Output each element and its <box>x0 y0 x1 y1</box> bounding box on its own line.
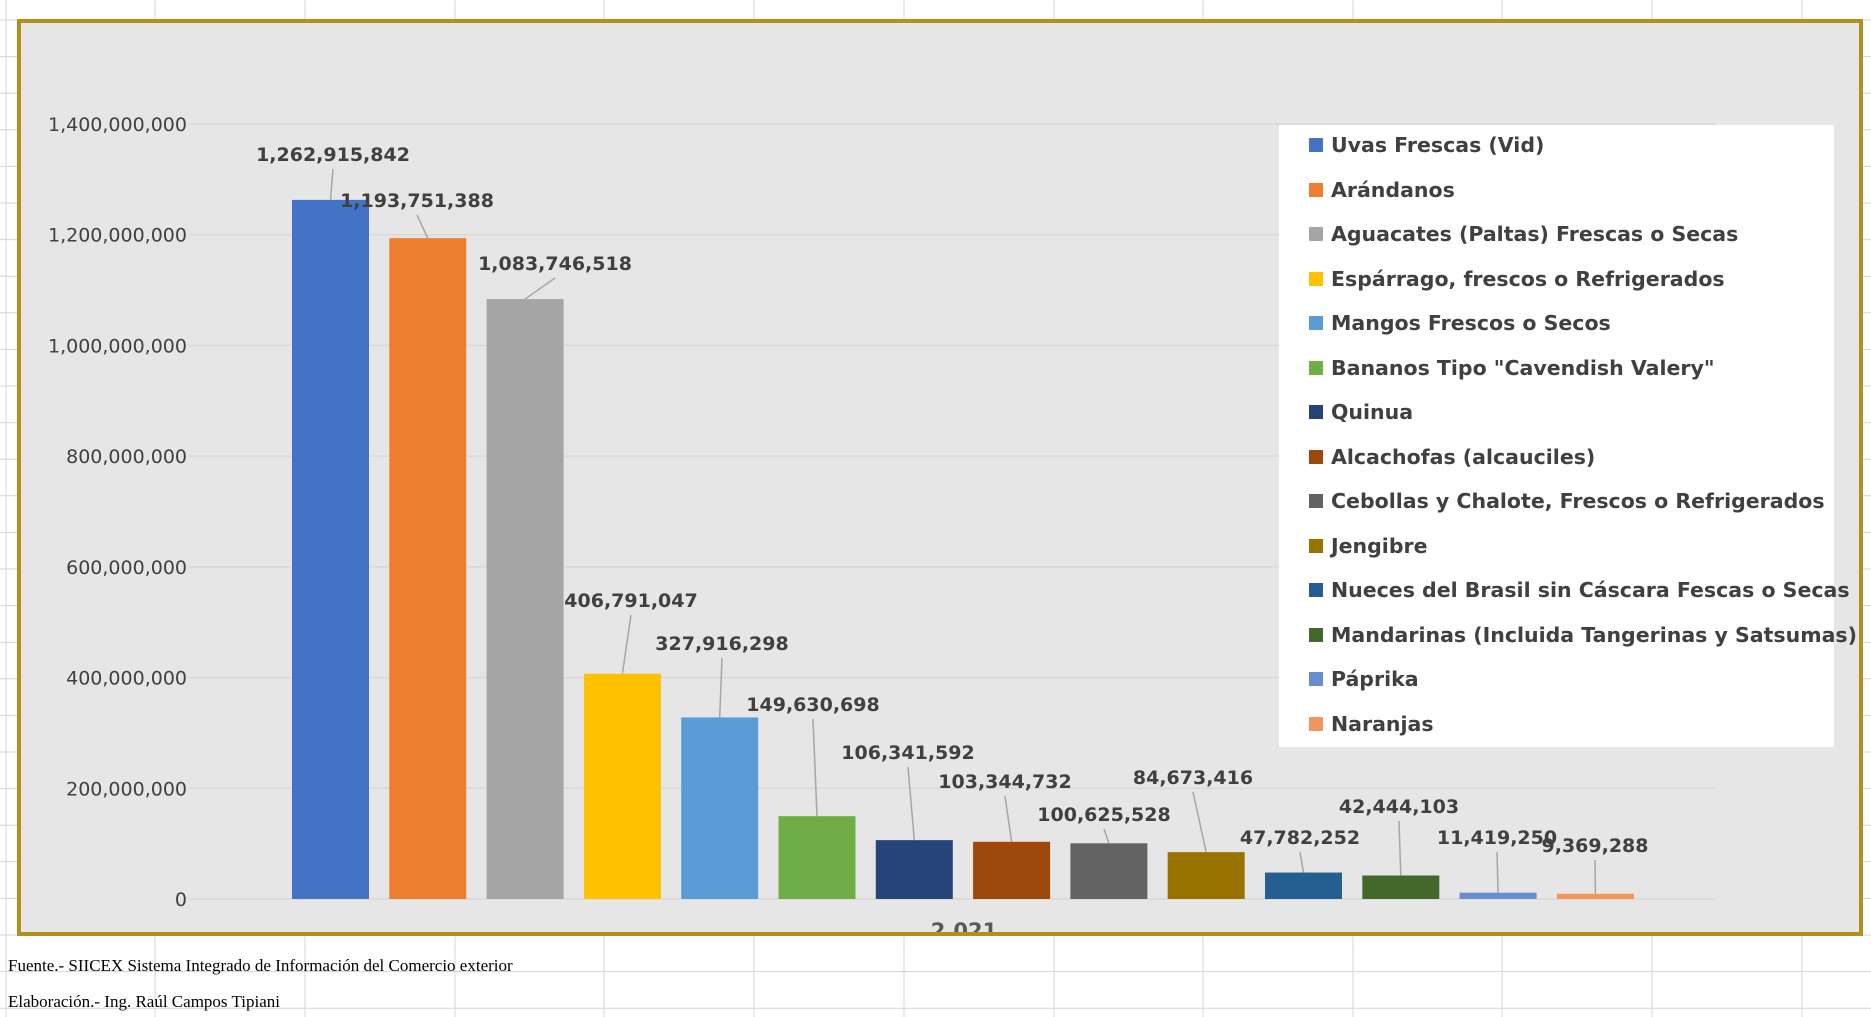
data-label: 47,782,252 <box>1240 827 1360 849</box>
label-leader-line <box>1398 820 1402 876</box>
x-category-label: 2,021 <box>931 919 997 932</box>
y-tick-label: 1,400,000,000 <box>48 114 187 136</box>
label-leader-line <box>416 214 429 239</box>
y-tick-label: 0 <box>175 889 187 911</box>
label-leader-line <box>524 277 556 300</box>
legend-swatch <box>1309 494 1323 508</box>
data-label: 9,369,288 <box>1542 835 1649 857</box>
data-label: 1,262,915,842 <box>256 144 410 166</box>
legend-label: Bananos Tipo "Cavendish Valery" <box>1331 355 1715 380</box>
data-label: 406,791,047 <box>564 590 697 612</box>
legend-swatch <box>1309 716 1323 731</box>
bar[interactable] <box>1459 892 1537 899</box>
label-leader-line <box>1004 795 1013 842</box>
legend-swatch <box>1309 538 1323 553</box>
legend-label: Mandarinas (Incluida Tangerinas y Satsum… <box>1331 622 1857 647</box>
y-tick-label: 200,000,000 <box>66 778 187 800</box>
legend-label: Alcachofas (alcauciles) <box>1331 444 1596 469</box>
label-leader-line <box>329 168 334 200</box>
legend-label: Aguacates (Paltas) Frescas o Secas <box>1331 222 1739 246</box>
legend-label: Quinua <box>1331 400 1414 424</box>
author-note: Elaboración.- Ing. Raúl Campos Tipiani <box>8 992 280 1011</box>
legend-label: Espárrago, frescos o Refrigerados <box>1331 266 1725 291</box>
y-tick-label: 600,000,000 <box>66 557 187 579</box>
label-leader-line <box>1103 828 1110 844</box>
legend-swatch <box>1309 405 1323 419</box>
data-label: 149,630,698 <box>746 694 879 716</box>
legend-swatch <box>1309 182 1323 197</box>
legend-label: Cebollas y Chalote, Frescos o Refrigerad… <box>1331 489 1825 513</box>
legend-item[interactable]: Naranjas <box>1309 709 1434 739</box>
y-tick-label: 800,000,000 <box>66 446 187 468</box>
data-label: 327,916,298 <box>655 633 788 655</box>
legend-swatch <box>1309 583 1323 597</box>
legend-label: Uvas Frescas (Vid) <box>1331 133 1545 157</box>
chart-area[interactable]: 0 200,000,000 400,000,000 600,000,000 800,00… <box>17 19 1863 936</box>
bar[interactable] <box>389 238 467 899</box>
y-tick-label: 1,200,000,000 <box>48 225 187 247</box>
legend-swatch <box>1309 227 1323 241</box>
bar[interactable] <box>1070 843 1148 899</box>
legend-item[interactable]: Aguacates (Paltas) Frescas o Secas <box>1309 219 1738 249</box>
chart-legend[interactable]: Uvas Frescas (Vid) Arándanos Aguacates (Pa… <box>1279 125 1857 747</box>
legend-label: Mangos Frescos o Secos <box>1331 311 1611 335</box>
y-tick-label: 400,000,000 <box>66 668 187 690</box>
legend-swatch <box>1309 672 1323 686</box>
legend-item[interactable]: Arándanos <box>1309 175 1455 205</box>
bar[interactable] <box>583 673 661 899</box>
legend-label: Páprika <box>1331 667 1419 691</box>
legend-swatch <box>1309 316 1323 330</box>
legend-item[interactable]: Quinua <box>1309 397 1413 427</box>
legend-item[interactable]: Nueces del Brasil sin Cáscara Fescas o S… <box>1309 575 1850 605</box>
label-leader-line <box>1192 791 1207 853</box>
legend-swatch <box>1309 138 1323 152</box>
legend-item[interactable]: Páprika <box>1309 664 1419 694</box>
data-label: 100,625,528 <box>1037 804 1170 826</box>
label-leader-line <box>907 766 916 841</box>
legend-label: Jengibre <box>1331 533 1428 558</box>
bar-chart: 0 200,000,000 400,000,000 600,000,000 800,00… <box>48 114 1716 932</box>
legend-item[interactable]: Mangos Frescos o Secos <box>1309 308 1611 338</box>
bar[interactable] <box>1362 875 1440 899</box>
label-leader-line <box>812 718 818 817</box>
legend-label: Nueces del Brasil sin Cáscara Fescas o S… <box>1331 578 1850 602</box>
bar[interactable] <box>973 841 1051 899</box>
legend-swatch <box>1309 449 1323 464</box>
bar[interactable] <box>875 840 953 899</box>
bar[interactable] <box>681 717 759 899</box>
data-label: 1,193,751,388 <box>340 190 494 212</box>
y-tick-label: 1,000,000,000 <box>48 335 187 357</box>
label-leader-line <box>621 614 632 674</box>
legend-item[interactable]: Mandarinas (Incluida Tangerinas y Satsum… <box>1309 620 1857 650</box>
bar[interactable] <box>778 816 856 899</box>
data-label: 42,444,103 <box>1339 796 1459 818</box>
legend-label: Arándanos <box>1331 177 1455 202</box>
legend-label: Naranjas <box>1331 711 1434 736</box>
data-label: 106,341,592 <box>841 742 974 764</box>
label-leader-line <box>1299 851 1305 873</box>
data-label: 103,344,732 <box>938 771 1071 793</box>
data-label: 84,673,416 <box>1133 767 1253 789</box>
legend-swatch <box>1309 360 1323 375</box>
bar[interactable] <box>1167 852 1245 899</box>
legend-item[interactable]: Uvas Frescas (Vid) <box>1309 130 1544 160</box>
legend-item[interactable]: Bananos Tipo "Cavendish Valery" <box>1309 353 1715 383</box>
legend-item[interactable]: Jengibre <box>1309 531 1428 561</box>
bar[interactable] <box>1556 893 1634 899</box>
data-label: 11,419,250 <box>1437 827 1557 849</box>
legend-swatch <box>1309 627 1323 642</box>
legend-swatch <box>1309 271 1323 286</box>
bar[interactable] <box>1265 872 1342 899</box>
legend-item[interactable]: Espárrago, frescos o Refrigerados <box>1309 264 1725 294</box>
legend-item[interactable]: Alcachofas (alcauciles) <box>1309 442 1595 472</box>
data-label: 1,083,746,518 <box>478 253 632 275</box>
bar[interactable] <box>486 299 564 900</box>
label-leader-line <box>718 657 723 718</box>
bar[interactable] <box>292 199 369 900</box>
source-note: Fuente.- SIICEX Sistema Integrado de Inf… <box>8 956 513 975</box>
legend-item[interactable]: Cebollas y Chalote, Frescos o Refrigerad… <box>1309 486 1825 516</box>
label-leader-line <box>1496 851 1499 893</box>
